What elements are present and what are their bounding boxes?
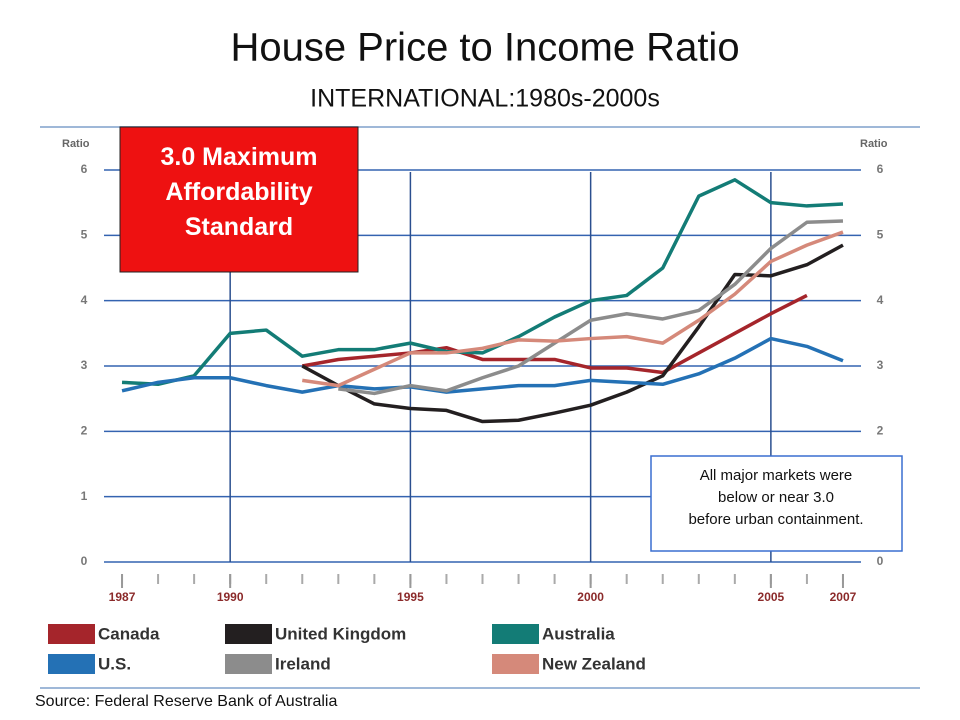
legend-label: Australia bbox=[542, 624, 615, 643]
annotation-line: Affordability bbox=[165, 178, 312, 206]
annotation-box bbox=[119, 126, 359, 273]
y-tick-label: 6 bbox=[81, 162, 88, 176]
annotation-line: 3.0 Maximum bbox=[160, 143, 317, 171]
y2-tick-label: 5 bbox=[877, 228, 884, 242]
y-tick-label: 5 bbox=[81, 228, 88, 242]
x-tick-label: 1987 bbox=[109, 590, 136, 604]
y-tick-label: 4 bbox=[81, 293, 88, 307]
legend-label: Ireland bbox=[275, 654, 331, 673]
chart-title: House Price to Income Ratio bbox=[230, 26, 739, 70]
x-tick-label: 1990 bbox=[217, 590, 244, 604]
annotation-box bbox=[650, 455, 903, 552]
annotation-line: below or near 3.0 bbox=[718, 489, 834, 506]
legend-swatch bbox=[48, 624, 95, 644]
series-line bbox=[121, 178, 844, 387]
legend-swatch bbox=[492, 654, 539, 674]
legend-label: Canada bbox=[98, 624, 160, 643]
y2-tick-label: 6 bbox=[877, 162, 884, 176]
x-tick-label: 2005 bbox=[758, 590, 785, 604]
legend: Canada United Kingdom Australia U.S. Ireland… bbox=[48, 624, 646, 674]
legend-swatch bbox=[48, 654, 95, 674]
legend-label: U.S. bbox=[98, 654, 131, 673]
x-tick-label: 2000 bbox=[577, 590, 604, 604]
y-tick-label: 0 bbox=[81, 554, 88, 568]
y-tick-label: 2 bbox=[81, 424, 88, 438]
annotation-line: before urban containment. bbox=[688, 511, 863, 528]
series-line bbox=[338, 219, 844, 396]
series-line bbox=[301, 243, 844, 424]
chart-subtitle: INTERNATIONAL:1980s-2000s bbox=[310, 85, 660, 113]
legend-label: United Kingdom bbox=[275, 624, 406, 643]
legend-swatch bbox=[225, 624, 272, 644]
series-line bbox=[121, 336, 844, 394]
source-note: Source: Federal Reserve Bank of Australi… bbox=[35, 693, 337, 710]
annotation: All major markets were below or near 3.0 b… bbox=[688, 467, 863, 528]
series-line bbox=[301, 293, 808, 375]
legend-swatch bbox=[492, 624, 539, 644]
y-tick-label: 1 bbox=[81, 489, 88, 503]
legend-label: New Zealand bbox=[542, 654, 646, 673]
y2-axis-label: Ratio bbox=[860, 138, 888, 150]
legend-swatch bbox=[225, 654, 272, 674]
y2-tick-label: 2 bbox=[877, 424, 884, 438]
y2-tick-label: 0 bbox=[877, 554, 884, 568]
series-line bbox=[302, 230, 844, 388]
y2-tick-label: 4 bbox=[877, 293, 884, 307]
x-tick-label: 1995 bbox=[397, 590, 424, 604]
y-axis-label: Ratio bbox=[62, 138, 90, 150]
annotation: 3.0 Maximum Affordability Standard bbox=[160, 143, 317, 241]
annotation-line: All major markets were bbox=[700, 467, 853, 484]
annotation-line: Standard bbox=[185, 213, 293, 241]
y-tick-label: 3 bbox=[81, 358, 88, 372]
x-tick-label: 2007 bbox=[830, 590, 857, 604]
y2-tick-label: 3 bbox=[877, 358, 884, 372]
